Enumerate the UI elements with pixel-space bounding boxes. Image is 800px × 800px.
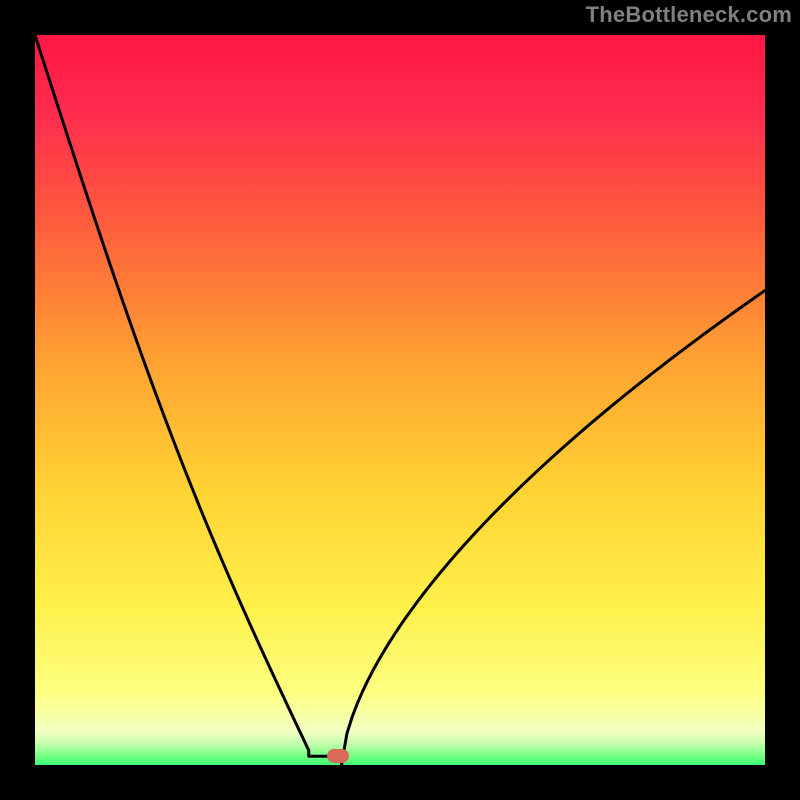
bottleneck-curve <box>35 35 765 765</box>
optimum-marker <box>327 749 349 763</box>
curve-path <box>35 35 765 765</box>
watermark-text: TheBottleneck.com <box>586 2 792 28</box>
plot-area <box>35 35 765 765</box>
chart-container: TheBottleneck.com <box>0 0 800 800</box>
